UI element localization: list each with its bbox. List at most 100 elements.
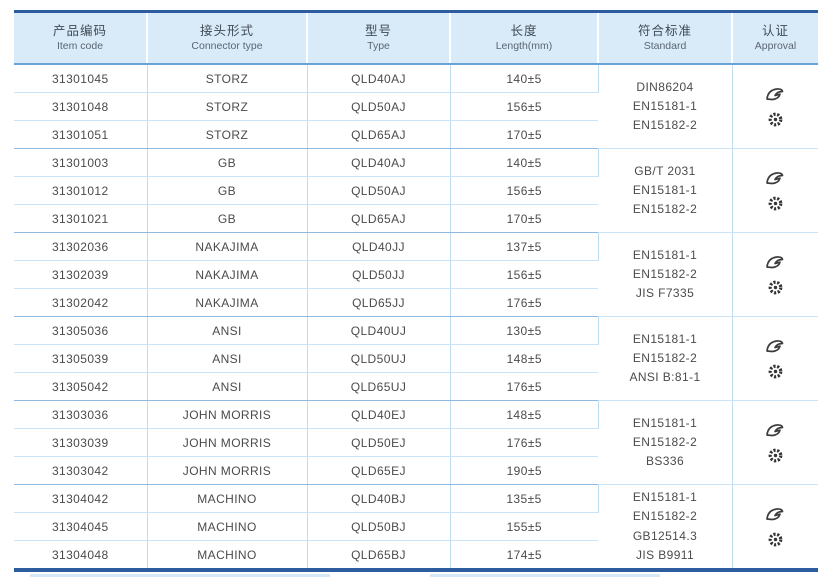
column-header-en: Standard bbox=[643, 39, 687, 52]
length-cell: 140±5 bbox=[450, 148, 599, 177]
standard-line: EN15182-2 bbox=[632, 509, 698, 524]
item-code-cell: 31301012 bbox=[14, 176, 148, 205]
item-code-cell: 31301045 bbox=[14, 64, 148, 93]
standard-line: EN15181-1 bbox=[632, 331, 698, 346]
standard-line: EN15181-1 bbox=[632, 415, 698, 430]
standards-cell: EN15181-1 EN15182-2 JIS F7335 bbox=[598, 232, 733, 317]
length-cell: 190±5 bbox=[450, 456, 598, 485]
column-header-en: Connector type bbox=[191, 39, 263, 52]
item-code-cell: 31301003 bbox=[14, 148, 148, 177]
item-code-cell: 31305036 bbox=[14, 316, 148, 345]
product-spec-table: 产品编码 Item code 接头形式 Connector type 型号 Type 长度 L… bbox=[14, 10, 818, 572]
column-header-zh: 符合标准 bbox=[637, 23, 692, 38]
length-cell: 130±5 bbox=[450, 316, 599, 345]
certificate-icon bbox=[765, 86, 785, 102]
connector-cell: STORZ bbox=[147, 64, 308, 93]
length-cell: 174±5 bbox=[450, 540, 598, 571]
length-cell: 137±5 bbox=[450, 232, 599, 261]
standard-line: EN15182-2 bbox=[632, 350, 698, 365]
table-row: 31301051 STORZ QLD65AJ 170±5 bbox=[14, 120, 818, 149]
item-code-cell: 31304048 bbox=[14, 540, 148, 571]
standard-line: EN15181-1 bbox=[632, 247, 698, 262]
standard-line: DIN86204 bbox=[636, 79, 694, 94]
type-cell: QLD50BJ bbox=[307, 512, 451, 541]
column-header-en: Type bbox=[367, 39, 390, 52]
standard-line: BS336 bbox=[645, 454, 685, 469]
column-header-zh: 长度 bbox=[510, 23, 538, 38]
type-cell: QLD40EJ bbox=[307, 400, 451, 429]
connector-cell: MACHINO bbox=[147, 484, 308, 513]
table-row: 31301048 STORZ QLD50AJ 156±5 bbox=[14, 92, 818, 121]
column-header-en: Length(mm) bbox=[495, 39, 553, 52]
item-code-cell: 31301051 bbox=[14, 120, 148, 149]
standard-line: JIS B9911 bbox=[635, 547, 695, 562]
length-cell: 155±5 bbox=[450, 512, 598, 541]
connector-cell: NAKAJIMA bbox=[147, 260, 308, 289]
connector-cell: STORZ bbox=[147, 120, 308, 149]
type-cell: QLD50JJ bbox=[307, 260, 451, 289]
length-cell: 148±5 bbox=[450, 344, 598, 373]
table-row: 31305039 ANSI QLD50UJ 148±5 bbox=[14, 344, 818, 373]
length-cell: 148±5 bbox=[450, 400, 599, 429]
approval-cell bbox=[732, 64, 818, 149]
wheelmark-icon bbox=[767, 531, 784, 548]
approval-cell bbox=[732, 484, 819, 571]
connector-cell: JOHN MORRIS bbox=[147, 456, 308, 485]
type-cell: QLD50EJ bbox=[307, 428, 451, 457]
approval-icon-stack bbox=[733, 170, 819, 212]
type-cell: QLD50AJ bbox=[307, 92, 451, 121]
column-header-en: Approval bbox=[754, 39, 797, 52]
approval-icon-stack bbox=[733, 506, 819, 548]
approval-icon-stack bbox=[733, 422, 819, 464]
standards-cell: DIN86204 EN15181-1 EN15182-2 bbox=[598, 64, 733, 149]
type-cell: QLD50UJ bbox=[307, 344, 451, 373]
connector-cell: GB bbox=[147, 176, 308, 205]
length-cell: 176±5 bbox=[450, 428, 598, 457]
item-code-cell: 31303042 bbox=[14, 456, 148, 485]
column-header-zh: 型号 bbox=[364, 23, 392, 38]
table-row: 31301003 GB QLD40AJ 140±5 GB/T 2031 EN15181-1… bbox=[14, 148, 818, 233]
type-cell: QLD50AJ bbox=[307, 176, 451, 205]
approval-icon-stack bbox=[733, 86, 819, 128]
item-code-cell: 31304045 bbox=[14, 512, 148, 541]
approval-icon-stack bbox=[733, 254, 819, 296]
certificate-icon bbox=[765, 254, 785, 270]
type-cell: QLD40JJ bbox=[307, 232, 451, 261]
table-row: 31303042 JOHN MORRIS QLD65EJ 190±5 bbox=[14, 456, 818, 485]
product-table-wrapper: 产品编码 Item code 接头形式 Connector type 型号 Type 长度 L… bbox=[14, 10, 818, 572]
standard-line: EN15182-2 bbox=[632, 118, 698, 133]
item-code-cell: 31302039 bbox=[14, 260, 148, 289]
standard-line: EN15182-2 bbox=[632, 434, 698, 449]
item-code-cell: 31305042 bbox=[14, 372, 148, 401]
table-row: 31301012 GB QLD50AJ 156±5 bbox=[14, 176, 818, 205]
cutoff-next-section-artifact bbox=[430, 574, 660, 577]
standard-line: GB12514.3 bbox=[632, 528, 698, 543]
connector-cell: ANSI bbox=[147, 316, 308, 345]
approval-cell bbox=[732, 232, 819, 317]
item-code-cell: 31301021 bbox=[14, 204, 148, 233]
standard-line: EN15181-1 bbox=[632, 182, 698, 197]
column-header-type: 型号 Type bbox=[307, 11, 451, 65]
type-cell: QLD65BJ bbox=[307, 540, 451, 571]
length-cell: 156±5 bbox=[450, 92, 598, 121]
length-cell: 156±5 bbox=[450, 260, 598, 289]
connector-cell: NAKAJIMA bbox=[147, 288, 308, 317]
type-cell: QLD40UJ bbox=[307, 316, 451, 345]
length-cell: 170±5 bbox=[450, 120, 598, 149]
standard-line: EN15182-2 bbox=[632, 202, 698, 217]
item-code-cell: 31304042 bbox=[14, 484, 148, 513]
wheelmark-icon bbox=[767, 111, 784, 128]
column-header-zh: 产品编码 bbox=[52, 23, 107, 38]
length-cell: 140±5 bbox=[450, 64, 599, 93]
certificate-icon bbox=[765, 422, 785, 438]
type-cell: QLD65AJ bbox=[307, 120, 451, 149]
column-header-standard: 符合标准 Standard bbox=[598, 11, 733, 65]
standard-line: GB/T 2031 bbox=[634, 163, 696, 178]
connector-cell: GB bbox=[147, 148, 308, 177]
certificate-icon bbox=[765, 170, 785, 186]
connector-cell: MACHINO bbox=[147, 512, 308, 541]
table-row: 31305042 ANSI QLD65UJ 176±5 bbox=[14, 372, 818, 401]
standards-cell: GB/T 2031 EN15181-1 EN15182-2 bbox=[598, 148, 733, 233]
type-cell: QLD65EJ bbox=[307, 456, 451, 485]
table-header: 产品编码 Item code 接头形式 Connector type 型号 Type 长度 L… bbox=[14, 11, 818, 65]
